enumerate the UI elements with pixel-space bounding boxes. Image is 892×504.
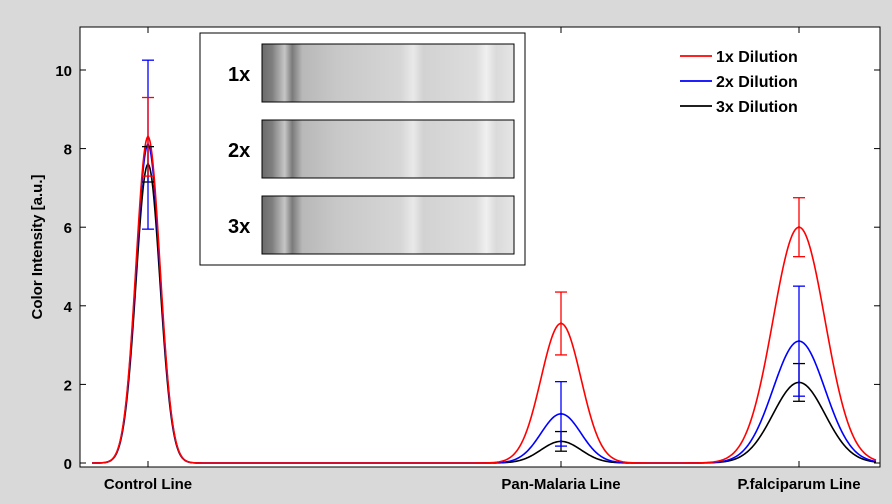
y-axis-label: Color Intensity [a.u.] xyxy=(29,174,46,319)
y-tick-label: 2 xyxy=(64,377,72,394)
y-tick-label: 10 xyxy=(55,63,72,80)
legend-label: 2x Dilution xyxy=(716,74,798,91)
x-tick-label: Control Line xyxy=(104,476,192,493)
test-strip-image xyxy=(261,119,515,179)
legend: 1x Dilution 2x Dilution 3x Dilution xyxy=(680,49,798,116)
data-point xyxy=(559,322,563,325)
series-line xyxy=(92,135,877,464)
data-point xyxy=(559,412,563,416)
y-tick-label: 6 xyxy=(64,220,72,237)
y-axis: 0 2 4 6 8 10 xyxy=(55,63,880,473)
data-point xyxy=(146,135,150,139)
y-tick-label: 8 xyxy=(64,142,72,159)
x-tick-label: P.falciparum Line xyxy=(737,476,860,493)
data-point xyxy=(797,339,801,343)
test-strip-image xyxy=(261,43,515,103)
test-strip-image xyxy=(261,195,515,255)
strip-label: 1x xyxy=(228,64,250,86)
y-tick-label: 0 xyxy=(64,456,72,473)
series-layer xyxy=(92,59,877,464)
legend-label: 1x Dilution xyxy=(716,49,798,66)
y-tick-label: 4 xyxy=(64,299,73,316)
x-axis: Control Line Pan-Malaria Line P.falciparum… xyxy=(104,27,861,493)
strip-label: 3x xyxy=(228,216,250,238)
inset-strips: 1x 2x 3x xyxy=(199,32,526,266)
legend-label: 3x Dilution xyxy=(716,99,798,116)
x-tick-label: Pan-Malaria Line xyxy=(501,476,620,493)
data-point xyxy=(797,226,801,229)
strip-label: 2x xyxy=(228,140,250,162)
